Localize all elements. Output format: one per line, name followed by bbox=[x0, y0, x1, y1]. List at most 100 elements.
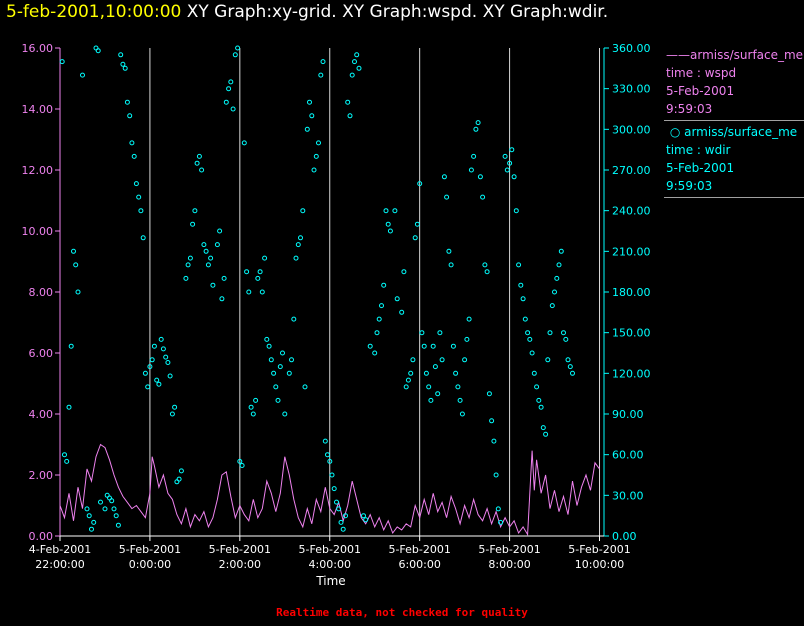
wdir-point bbox=[172, 404, 178, 410]
wdir-point bbox=[115, 522, 121, 528]
wdir-point bbox=[201, 242, 207, 248]
wdir-point bbox=[453, 370, 459, 376]
wdir-point bbox=[192, 208, 198, 214]
left-axis: 0.00 2.00 4.00 6.00 8.00 10.00 12.00 14.00 16.00 bbox=[22, 42, 61, 543]
x-tick-date: 5-Feb-2001 bbox=[119, 543, 181, 556]
wdir-point bbox=[482, 262, 488, 268]
wdir-point bbox=[196, 153, 202, 159]
wdir-point bbox=[522, 316, 528, 322]
wdir-point bbox=[379, 303, 384, 309]
wdir-point bbox=[205, 262, 211, 268]
wdir-point bbox=[255, 275, 261, 281]
x-axis-label: Time bbox=[315, 574, 345, 588]
left-tick-label: 4.00 bbox=[29, 408, 54, 421]
wdir-point bbox=[536, 397, 542, 403]
wdir-point bbox=[419, 330, 425, 336]
wdir-point bbox=[509, 147, 515, 153]
left-tick-label: 10.00 bbox=[22, 225, 54, 238]
wdir-point bbox=[401, 269, 407, 275]
wdir-point bbox=[486, 391, 492, 397]
wdir-point bbox=[307, 99, 312, 105]
wdir-point bbox=[405, 377, 411, 383]
wdir-point bbox=[147, 364, 153, 370]
right-tick-label: 330.00 bbox=[612, 83, 651, 96]
wdir-point bbox=[329, 472, 335, 478]
legend: ——armiss/surface_me time : wspd 5-Feb-20… bbox=[664, 44, 804, 198]
legend-time: 9:59:03 bbox=[666, 179, 713, 193]
wdir-point bbox=[493, 472, 499, 478]
wdir-point bbox=[534, 384, 540, 390]
wdir-point bbox=[352, 59, 357, 65]
wdir-point bbox=[250, 411, 256, 417]
wdir-point bbox=[113, 513, 119, 519]
legend-entry-wdir: ○ armiss/surface_me time : wdir 5-Feb-20… bbox=[664, 121, 804, 198]
wdir-point bbox=[293, 255, 299, 261]
wdir-point bbox=[367, 343, 373, 349]
wdir-point bbox=[95, 48, 101, 54]
wdir-point bbox=[160, 346, 166, 352]
quality-notice: Realtime data, not checked for quality bbox=[276, 606, 528, 619]
legend-series-name: armiss/surface_me bbox=[684, 125, 798, 139]
wdir-point bbox=[387, 228, 393, 234]
left-tick-label: 2.00 bbox=[29, 469, 54, 482]
wdir-point bbox=[547, 330, 553, 336]
wdir-point bbox=[421, 343, 427, 349]
wdir-point bbox=[165, 360, 171, 365]
wdir-point bbox=[417, 181, 423, 187]
wdir-point bbox=[381, 282, 387, 288]
wdir-point bbox=[221, 275, 227, 281]
wdir-point bbox=[489, 418, 495, 424]
wdir-point bbox=[127, 113, 133, 119]
x-tick-date: 5-Feb-2001 bbox=[388, 543, 450, 556]
wdir-point bbox=[80, 72, 85, 78]
wdir-point bbox=[59, 59, 65, 65]
wdir-point bbox=[75, 289, 81, 295]
wdir-point bbox=[516, 262, 522, 268]
wdir-point bbox=[450, 343, 456, 349]
wdir-point bbox=[230, 106, 236, 112]
wdir-point bbox=[361, 513, 366, 519]
right-tick-label: 300.00 bbox=[612, 123, 651, 136]
wdir-point bbox=[129, 140, 135, 146]
x-tick-time: 10:00:00 bbox=[575, 558, 624, 571]
wdir-point bbox=[302, 384, 308, 390]
wdir-point bbox=[203, 248, 209, 254]
wdir-point bbox=[495, 506, 501, 512]
x-axis: 4-Feb-2001 22:00:00 5-Feb-2001 0:00:00 5-Feb… bbox=[29, 535, 631, 571]
wdir-point bbox=[558, 248, 564, 254]
wdir-point bbox=[540, 425, 546, 431]
wdir-point bbox=[376, 316, 382, 322]
wdir-point bbox=[298, 235, 303, 241]
wdir-point bbox=[513, 208, 519, 214]
wdir-point bbox=[491, 438, 497, 444]
wdir-point bbox=[244, 269, 250, 275]
wdir-point bbox=[84, 506, 90, 512]
wdir-point bbox=[437, 330, 443, 336]
wdir-point bbox=[151, 343, 157, 349]
wdir-point bbox=[552, 289, 557, 295]
wdir-point bbox=[520, 296, 526, 302]
wdir-point bbox=[556, 262, 562, 268]
wdir-point bbox=[253, 397, 259, 403]
wdir-point bbox=[428, 397, 434, 403]
right-tick-label: 60.00 bbox=[612, 449, 644, 462]
x-tick-date: 5-Feb-2001 bbox=[209, 543, 271, 556]
wdir-point bbox=[340, 526, 346, 532]
right-tick-label: 120.00 bbox=[612, 367, 651, 380]
wdir-point bbox=[446, 248, 452, 254]
series-wspd bbox=[59, 443, 600, 537]
wdir-point bbox=[372, 350, 378, 356]
wdir-point bbox=[178, 468, 184, 474]
wdir-point bbox=[322, 438, 328, 444]
wdir-point bbox=[295, 242, 301, 248]
wdir-point bbox=[545, 357, 551, 363]
wdir-point bbox=[86, 513, 92, 519]
wdir-point bbox=[136, 194, 142, 200]
wdir-point bbox=[408, 370, 414, 376]
graph-list: XY Graph:xy-grid. XY Graph:wspd. XY Grap… bbox=[186, 2, 609, 22]
wdir-point bbox=[459, 411, 465, 417]
wdir-point bbox=[149, 357, 155, 363]
wdir-point bbox=[448, 262, 454, 268]
wdir-point bbox=[223, 99, 229, 105]
